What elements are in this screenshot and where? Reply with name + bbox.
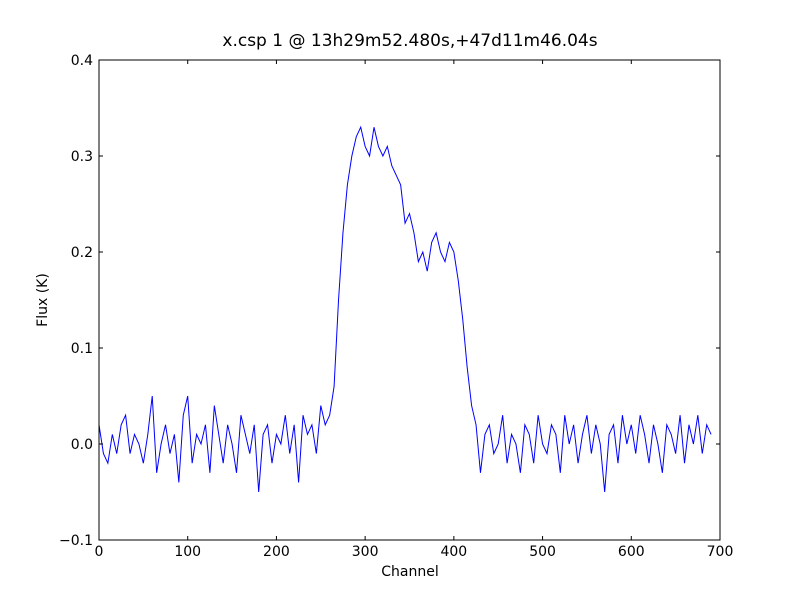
- y-tick-label: 0.4: [71, 53, 93, 69]
- x-tick-label: 300: [352, 544, 379, 560]
- plot-frame: [98, 59, 721, 541]
- x-tick-label: 0: [95, 544, 104, 560]
- y-tick-label: 0.0: [71, 437, 93, 453]
- y-axis-label: Flux (K): [35, 273, 51, 327]
- x-tick-label: 600: [618, 544, 645, 560]
- y-tick-label: 0.3: [71, 149, 93, 165]
- x-tick-label: 500: [529, 544, 556, 560]
- x-tick-label: 400: [440, 544, 467, 560]
- y-tick-label: 0.2: [71, 245, 93, 261]
- x-tick-label: 700: [707, 544, 734, 560]
- chart-title: x.csp 1 @ 13h29m52.480s,+47d11m46.04s: [222, 31, 597, 51]
- data-line: [98, 125, 712, 493]
- x-tick-label: 100: [174, 544, 201, 560]
- x-tick-label: 200: [263, 544, 290, 560]
- x-axis-label: Channel: [381, 564, 438, 580]
- y-tick-label: 0.1: [71, 341, 93, 357]
- y-tick-label: −0.1: [59, 533, 93, 549]
